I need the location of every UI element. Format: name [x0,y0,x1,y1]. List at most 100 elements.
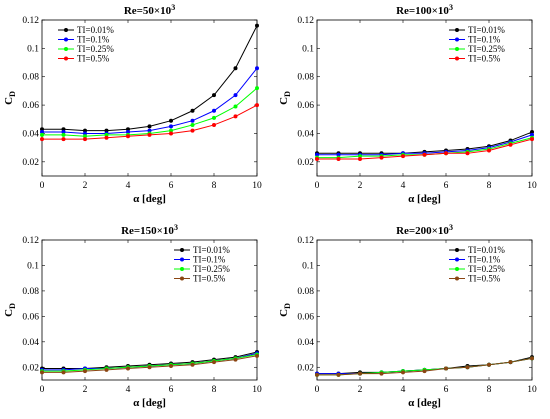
x-tick-label: 6 [169,181,174,191]
data-point [190,362,195,367]
data-point [147,128,152,133]
data-point [444,366,448,371]
x-tick-label: 10 [527,181,537,191]
chart-panel-3: Re=150×103 0 2 4 6 8 10 0.02 0.04 0.06 0.08 0.1 0.12… [3,223,262,409]
y-tick-label: 0.02 [22,158,39,168]
legend-label: TI=0.1% [193,255,226,265]
y-tick-label: 0.02 [22,363,39,373]
legend-marker [455,248,459,252]
data-point [487,148,491,153]
series-4 [40,103,259,142]
legend-marker [455,56,459,61]
data-point [401,154,405,159]
x-tick-label: 0 [315,181,320,191]
y-tick-label: 0.12 [297,16,314,26]
legend-label: TI=0.5% [468,54,501,64]
data-point [508,360,513,365]
series-4 [315,137,534,161]
panel-title-text: Re=200×10 [396,225,449,237]
y-tick-label: 0.02 [297,158,314,168]
legend-marker [455,37,459,42]
y-axis-label: CD [3,91,17,105]
series-4 [315,356,534,377]
data-point [169,118,173,123]
data-point [83,134,87,139]
data-point [212,360,216,365]
data-point [104,367,109,372]
legend-marker [455,47,459,51]
data-point [255,103,259,108]
x-tick-label: 6 [169,385,174,395]
legend-marker [64,37,68,42]
x-tick-label: 0 [40,181,45,191]
y-tick-label: 0.04 [297,129,314,139]
legend-marker [180,276,184,281]
data-point [212,108,216,113]
data-point [233,357,238,362]
data-point [61,370,66,375]
legend: TI=0.01%TI=0.1%TI=0.25%TI=0.5% [174,245,230,284]
y-tick-label: 0.08 [297,287,314,297]
data-point [190,118,195,123]
data-point [61,132,66,137]
legend-marker [455,28,459,32]
data-point [126,366,130,371]
data-point [233,93,238,98]
legend-marker [180,248,184,252]
data-point [487,362,491,367]
legend-label: TI=0.1% [468,255,501,265]
data-point [508,142,513,147]
legend-label: TI=0.01% [77,25,114,35]
data-point [422,369,427,374]
x-axis-label: α [deg] [408,193,441,205]
legend-marker [64,56,68,61]
data-point [255,23,259,28]
plot-frame [41,19,258,177]
y-tick-label: 0.04 [22,129,39,139]
legend-label: TI=0.25% [77,44,114,54]
data-point [530,356,534,361]
panel-title-text: Re=150×10 [121,225,174,237]
panel-title-text: Re=100×10 [396,5,449,17]
data-point [104,128,109,133]
data-point [379,155,384,160]
y-axis-label-main: C [278,97,290,105]
x-tick-label: 0 [40,385,45,395]
data-point [530,130,534,135]
legend-marker [455,276,459,281]
plot-frame [41,239,258,381]
x-tick-label: 10 [527,385,537,395]
y-axis-label-main: C [3,97,15,105]
legend-label: TI=0.01% [193,245,230,255]
data-point [83,128,87,133]
y-tick-label: 0.06 [297,312,314,322]
data-point [212,115,216,120]
data-point [336,152,341,157]
x-tick-label: 4 [401,181,406,191]
legend-label: TI=0.01% [468,25,505,35]
x-tick-label: 4 [126,385,131,395]
y-tick-label: 0.1 [27,261,39,271]
data-point [61,130,66,135]
data-point [83,131,87,136]
x-tick-label: 2 [83,181,88,191]
chart-panel-4: Re=200×103 0 2 4 6 8 10 0.02 0.04 0.06 0.08 0.1 0.12… [278,223,537,409]
y-tick-label: 0.08 [297,73,314,83]
legend-marker [64,47,68,51]
chart-panel-2: Re=100×103 0 2 4 6 8 10 0.02 0.04 0.06 0.08 0.1 0.12… [278,3,537,205]
y-tick-label: 0.06 [297,101,314,111]
y-axis-label-main: C [278,309,290,317]
data-point [315,156,319,161]
data-point [190,122,195,127]
data-point [255,353,259,358]
series-4 [40,353,259,375]
data-point [40,137,44,142]
data-point [126,130,130,135]
legend-label: TI=0.5% [193,274,226,284]
data-point [104,132,109,137]
y-tick-label: 0.12 [22,236,39,246]
y-axis-label: CD [3,303,17,317]
y-tick-label: 0.12 [297,236,314,246]
data-point [40,370,44,375]
legend-marker [455,257,459,262]
